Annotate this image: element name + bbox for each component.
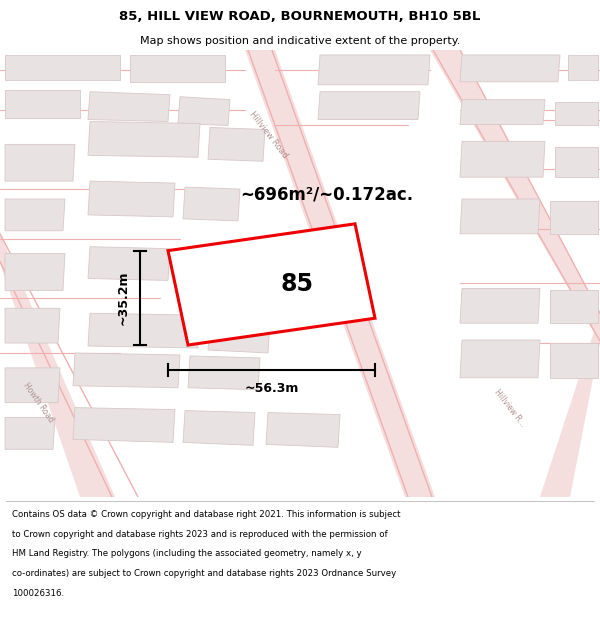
Text: ~35.2m: ~35.2m: [117, 271, 130, 325]
Polygon shape: [550, 291, 598, 323]
Text: co-ordinates) are subject to Crown copyright and database rights 2023 Ordnance S: co-ordinates) are subject to Crown copyr…: [12, 569, 396, 578]
Polygon shape: [73, 408, 175, 442]
Polygon shape: [178, 251, 240, 284]
Polygon shape: [88, 313, 200, 348]
Text: to Crown copyright and database rights 2023 and is reproduced with the permissio: to Crown copyright and database rights 2…: [12, 529, 388, 539]
Text: Howth Road: Howth Road: [21, 381, 55, 424]
Polygon shape: [5, 144, 75, 181]
Polygon shape: [550, 201, 598, 234]
Polygon shape: [460, 141, 545, 177]
Polygon shape: [245, 50, 435, 497]
Polygon shape: [183, 187, 240, 221]
Polygon shape: [178, 97, 230, 126]
Polygon shape: [208, 127, 265, 161]
Polygon shape: [88, 92, 170, 121]
Polygon shape: [130, 55, 225, 82]
Polygon shape: [5, 308, 60, 343]
Polygon shape: [188, 356, 260, 390]
Polygon shape: [73, 353, 180, 388]
Polygon shape: [5, 55, 120, 80]
Text: HM Land Registry. The polygons (including the associated geometry, namely x, y: HM Land Registry. The polygons (includin…: [12, 549, 362, 559]
Polygon shape: [460, 55, 560, 82]
Polygon shape: [430, 50, 600, 343]
Text: 85, HILL VIEW ROAD, BOURNEMOUTH, BH10 5BL: 85, HILL VIEW ROAD, BOURNEMOUTH, BH10 5B…: [119, 10, 481, 23]
Polygon shape: [5, 368, 60, 402]
Polygon shape: [555, 102, 598, 124]
Polygon shape: [460, 340, 540, 377]
Text: Hillview Road: Hillview Road: [247, 109, 289, 159]
Polygon shape: [208, 318, 270, 353]
Polygon shape: [168, 224, 375, 345]
Polygon shape: [550, 343, 598, 377]
Polygon shape: [5, 418, 55, 449]
Text: ~56.3m: ~56.3m: [244, 382, 299, 395]
Polygon shape: [88, 121, 200, 158]
Polygon shape: [568, 55, 598, 80]
Text: 100026316.: 100026316.: [12, 589, 64, 598]
Polygon shape: [88, 247, 170, 281]
Polygon shape: [5, 199, 65, 231]
Polygon shape: [540, 313, 600, 497]
Text: Map shows position and indicative extent of the property.: Map shows position and indicative extent…: [140, 36, 460, 46]
Polygon shape: [88, 181, 175, 217]
Polygon shape: [5, 90, 80, 118]
Polygon shape: [183, 411, 255, 446]
Text: Contains OS data © Crown copyright and database right 2021. This information is : Contains OS data © Crown copyright and d…: [12, 510, 401, 519]
Polygon shape: [0, 234, 115, 497]
Polygon shape: [460, 288, 540, 323]
Polygon shape: [266, 412, 340, 447]
Polygon shape: [460, 99, 545, 124]
Text: ~696m²/~0.172ac.: ~696m²/~0.172ac.: [240, 185, 413, 203]
Polygon shape: [555, 148, 598, 177]
Polygon shape: [5, 254, 65, 291]
Text: Hillview R...: Hillview R...: [493, 388, 527, 428]
Polygon shape: [318, 92, 420, 119]
Text: 85: 85: [280, 272, 313, 296]
Polygon shape: [460, 199, 540, 234]
Polygon shape: [318, 55, 430, 85]
